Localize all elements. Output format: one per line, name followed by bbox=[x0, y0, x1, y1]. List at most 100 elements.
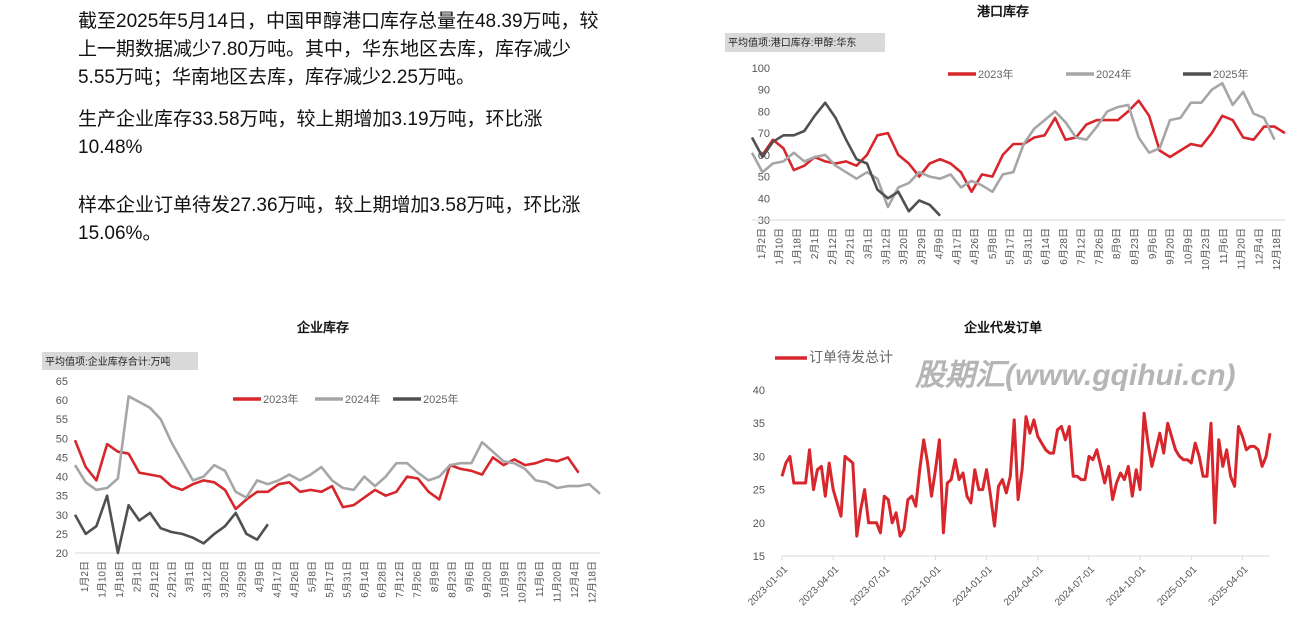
x-tick-label: 2024-01-01 bbox=[951, 564, 995, 608]
x-tick-label: 1月18日 bbox=[114, 561, 126, 598]
x-tick-label: 1月10日 bbox=[774, 228, 786, 265]
x-tick-label: 12月4日 bbox=[569, 561, 581, 598]
summary-text-block: 截至2025年5月14日，中国甲醇港口库存总量在48.39万吨，较上一期数据减少… bbox=[78, 8, 606, 262]
x-tick-label: 6月14日 bbox=[359, 561, 371, 598]
x-tick-label: 4月9日 bbox=[934, 228, 946, 259]
x-tick-label: 3月1日 bbox=[184, 561, 196, 592]
x-tick-label: 2月21日 bbox=[166, 561, 178, 598]
x-tick-label: 2月1日 bbox=[809, 228, 821, 259]
x-tick-label: 1月2日 bbox=[79, 561, 91, 592]
field-tag-label: 平均值项:港口库存:甲醇:华东 bbox=[728, 36, 856, 49]
x-tick-label: 12月18日 bbox=[586, 561, 598, 603]
x-tick-label: 9月6日 bbox=[464, 561, 476, 592]
x-tick-label: 2月12日 bbox=[149, 561, 161, 598]
x-tick-label: 6月28日 bbox=[376, 561, 388, 598]
x-tick-label: 2023-01-01 bbox=[746, 564, 790, 608]
chart-title: 港口库存 bbox=[977, 4, 1029, 19]
y-tick-label: 80 bbox=[758, 106, 770, 118]
x-tick-label: 9月20日 bbox=[481, 561, 493, 598]
legend-label: 2023年 bbox=[263, 392, 298, 406]
x-tick-label: 1月18日 bbox=[791, 228, 803, 265]
legend-label: 2023年 bbox=[978, 67, 1013, 81]
y-tick-label: 90 bbox=[758, 85, 770, 97]
x-tick-label: 11月6日 bbox=[534, 561, 546, 597]
legend-label: 2024年 bbox=[1096, 67, 1131, 81]
x-tick-label: 6月14日 bbox=[1040, 228, 1052, 265]
x-tick-label: 7月12日 bbox=[394, 561, 406, 598]
x-tick-label: 2月12日 bbox=[827, 228, 839, 265]
chart-title: 企业库存 bbox=[296, 320, 349, 335]
field-tag-box bbox=[42, 352, 198, 370]
y-tick-label: 35 bbox=[753, 418, 765, 430]
x-tick-label: 5月17日 bbox=[324, 561, 336, 598]
series-line-2023年 bbox=[73, 439, 580, 511]
series-line-2024年 bbox=[750, 81, 1276, 209]
x-tick-label: 8月23日 bbox=[446, 561, 458, 598]
y-tick-label: 35 bbox=[56, 491, 68, 503]
x-tick-label: 3月29日 bbox=[236, 561, 248, 598]
legend-label: 2025年 bbox=[423, 392, 458, 406]
series-line-2024年 bbox=[73, 395, 601, 499]
x-tick-label: 6月28日 bbox=[1058, 228, 1070, 265]
x-tick-label: 1月10日 bbox=[96, 561, 108, 598]
x-tick-label: 10月9日 bbox=[1182, 228, 1194, 265]
x-tick-label: 3月29日 bbox=[916, 228, 928, 265]
x-tick-label: 3月20日 bbox=[219, 561, 231, 598]
x-tick-label: 10月23日 bbox=[516, 561, 528, 603]
x-tick-label: 3月20日 bbox=[898, 228, 910, 265]
y-tick-label: 100 bbox=[752, 63, 770, 75]
port-inventory-paragraph: 截至2025年5月14日，中国甲醇港口库存总量在48.39万吨，较上一期数据减少… bbox=[78, 11, 599, 88]
x-tick-label: 2023-04-01 bbox=[797, 564, 841, 608]
y-tick-label: 15 bbox=[753, 551, 765, 563]
series-line-2025年 bbox=[73, 494, 269, 555]
x-tick-label: 11月6日 bbox=[1218, 228, 1230, 264]
x-tick-label: 7月12日 bbox=[1076, 228, 1088, 265]
x-tick-label: 2月1日 bbox=[131, 561, 143, 592]
x-tick-label: 5月31日 bbox=[341, 561, 353, 598]
field-tag-box bbox=[725, 33, 885, 52]
x-tick-label: 2024-04-01 bbox=[1002, 564, 1046, 608]
x-tick-label: 11月20日 bbox=[551, 561, 563, 603]
x-tick-label: 4月9日 bbox=[254, 561, 266, 592]
x-tick-label: 11月20日 bbox=[1236, 228, 1248, 270]
y-tick-label: 20 bbox=[56, 548, 68, 560]
series-line-2025年 bbox=[750, 101, 942, 217]
x-tick-label: 2023-07-01 bbox=[848, 564, 892, 608]
series-line-订单待发总计 bbox=[780, 411, 1272, 538]
y-tick-label: 25 bbox=[753, 485, 765, 497]
pending-orders-paragraph: 样本企业订单待发27.36万吨，较上期增加3.58万吨，环比涨15.06%。 bbox=[78, 195, 581, 244]
y-tick-label: 55 bbox=[56, 414, 68, 426]
x-tick-label: 9月6日 bbox=[1147, 228, 1159, 259]
legend-label: 2024年 bbox=[345, 392, 380, 406]
x-tick-label: 5月31日 bbox=[1022, 228, 1034, 265]
x-tick-label: 4月26日 bbox=[969, 228, 981, 265]
y-tick-label: 20 bbox=[753, 518, 765, 530]
x-tick-label: 12月18日 bbox=[1271, 228, 1283, 270]
x-tick-label: 5月17日 bbox=[1005, 228, 1017, 265]
x-tick-label: 2023-10-01 bbox=[900, 564, 944, 608]
x-tick-label: 10月23日 bbox=[1200, 228, 1212, 270]
legend-label: 2025年 bbox=[1213, 67, 1248, 81]
watermark: 股期汇(www.gqihui.cn) bbox=[915, 359, 1236, 392]
x-tick-label: 10月9日 bbox=[499, 561, 511, 598]
x-tick-label: 5月8日 bbox=[987, 228, 999, 259]
x-tick-label: 8月9日 bbox=[429, 561, 441, 592]
x-tick-label: 4月26日 bbox=[289, 561, 301, 598]
x-tick-label: 7月26日 bbox=[411, 561, 423, 598]
x-tick-label: 1月2日 bbox=[756, 228, 768, 259]
y-tick-label: 30 bbox=[753, 451, 765, 463]
x-tick-label: 2025-01-01 bbox=[1155, 564, 1199, 608]
x-tick-label: 4月17日 bbox=[951, 228, 963, 265]
y-tick-label: 65 bbox=[56, 376, 68, 388]
y-tick-label: 60 bbox=[56, 395, 68, 407]
enterprise-inventory-paragraph: 生产企业库存33.58万吨，较上期增加3.19万吨，环比涨10.48% bbox=[78, 109, 543, 158]
x-tick-label: 8月23日 bbox=[1129, 228, 1141, 265]
x-tick-label: 4月17日 bbox=[271, 561, 283, 598]
x-tick-label: 2月21日 bbox=[845, 228, 857, 265]
y-tick-label: 40 bbox=[758, 193, 770, 205]
chart-title: 企业代发订单 bbox=[963, 320, 1042, 335]
y-tick-label: 30 bbox=[56, 510, 68, 522]
x-tick-label: 2024-10-01 bbox=[1104, 564, 1148, 608]
x-tick-label: 3月12日 bbox=[201, 561, 213, 598]
